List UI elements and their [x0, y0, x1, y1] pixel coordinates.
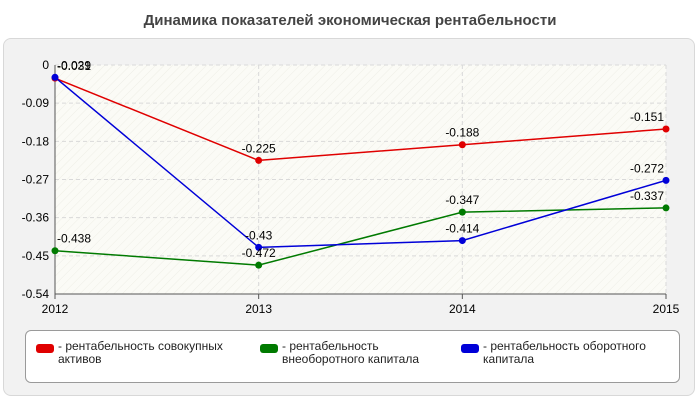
data-label: -0.029 [57, 58, 91, 72]
chart-title: Динамика показателей экономическая рента… [143, 12, 557, 29]
legend-label: - рентабельность внеоборотного капитала [282, 339, 419, 366]
data-label: -0.225 [242, 141, 276, 155]
legend-swatch-green [260, 344, 278, 353]
legend-label: - рентабельность оборотного капитала [483, 339, 646, 366]
series-line-0 [54, 77, 667, 162]
data-label: -0.272 [630, 161, 664, 175]
y-tick-label: -0.54 [22, 287, 50, 301]
series-point-1[interactable] [255, 261, 263, 269]
legend-swatch-red [36, 344, 54, 353]
y-tick-label: -0.27 [22, 173, 50, 187]
series-point-0[interactable] [662, 125, 670, 133]
data-label: -0.347 [445, 193, 479, 207]
data-label: -0.031 [57, 59, 91, 73]
x-tick-label: 2014 [449, 302, 476, 316]
series-point-0[interactable] [458, 141, 466, 149]
data-label: -0.151 [630, 110, 664, 124]
series-point-0[interactable] [255, 156, 263, 164]
series-point-2[interactable] [255, 243, 263, 251]
y-tick-label: 0 [42, 58, 49, 72]
series-point-1[interactable] [662, 204, 670, 212]
y-tick-label: -0.45 [22, 249, 50, 263]
series-point-2[interactable] [51, 73, 59, 81]
x-tick-label: 2013 [245, 302, 272, 316]
x-tick-label: 2015 [653, 302, 680, 316]
y-tick-label: -0.09 [22, 96, 50, 110]
legend-item-total-assets[interactable]: - рентабельность совокупных активов [36, 340, 243, 366]
data-label: -0.337 [630, 189, 664, 203]
data-label: -0.43 [245, 228, 273, 242]
series-point-1[interactable] [51, 247, 59, 255]
legend: - рентабельность совокупных активов - ре… [25, 330, 680, 383]
legend-item-current-capital[interactable]: - рентабельность оборотного капитала [461, 340, 668, 366]
legend-label: - рентабельность совокупных активов [58, 339, 223, 366]
legend-item-noncurrent-capital[interactable]: - рентабельность внеоборотного капитала [260, 340, 447, 366]
series-point-2[interactable] [662, 176, 670, 184]
x-tick-label: 2012 [42, 302, 69, 316]
y-tick-label: -0.36 [22, 211, 50, 225]
data-label: -0.472 [242, 246, 276, 260]
legend-swatch-blue [461, 344, 479, 353]
series-point-2[interactable] [458, 237, 466, 245]
y-tick-label: -0.18 [22, 134, 50, 148]
series-point-1[interactable] [458, 208, 466, 216]
series-line-2 [54, 76, 667, 249]
data-label: -0.438 [57, 232, 91, 246]
data-label: -0.188 [445, 126, 479, 140]
data-label: -0.414 [445, 222, 479, 236]
